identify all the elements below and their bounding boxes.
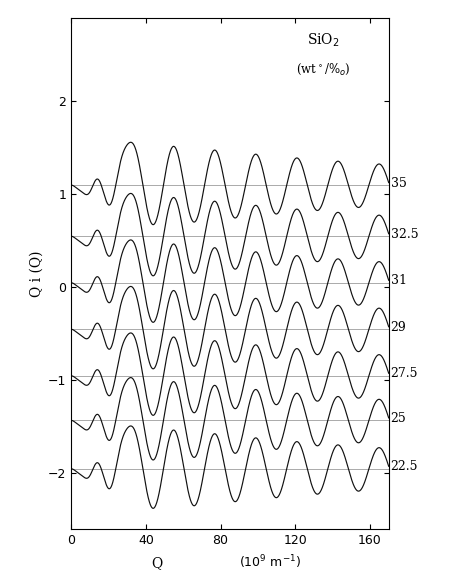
Text: 25: 25	[391, 412, 406, 425]
Text: Q: Q	[151, 556, 162, 570]
Y-axis label: Q i (Q): Q i (Q)	[30, 250, 44, 297]
Text: $(10^9\ \mathrm{m}^{-1})$: $(10^9\ \mathrm{m}^{-1})$	[239, 553, 301, 571]
Text: 27.5: 27.5	[391, 368, 418, 380]
Text: 29: 29	[391, 321, 406, 334]
Text: (wt$^\circ$/%$_o$): (wt$^\circ$/%$_o$)	[296, 62, 351, 78]
Text: 35: 35	[391, 177, 406, 190]
Text: 32.5: 32.5	[391, 228, 418, 241]
Text: 31: 31	[391, 275, 407, 288]
Text: SiO$_2$: SiO$_2$	[307, 32, 340, 49]
Text: 22.5: 22.5	[391, 460, 418, 473]
